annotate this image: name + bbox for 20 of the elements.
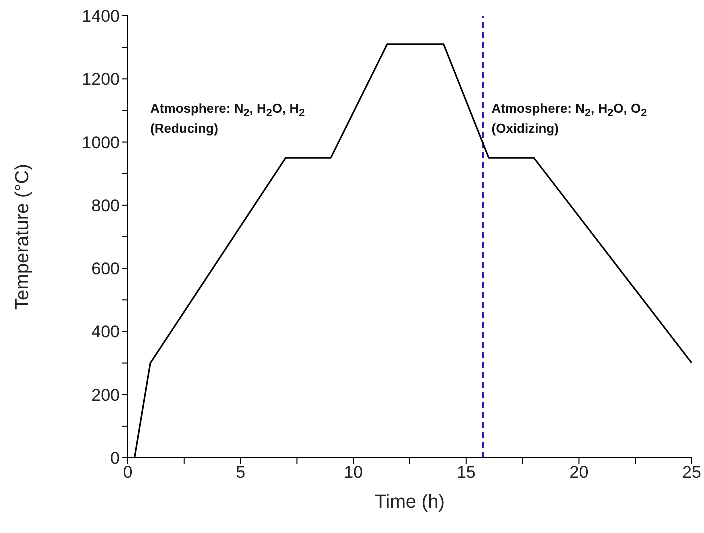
- x-tick-label: 5: [236, 463, 246, 482]
- x-tick-label: 20: [570, 463, 589, 482]
- y-tick-label: 0: [110, 449, 120, 468]
- y-tick-label: 1400: [82, 7, 120, 26]
- y-axis-title: Temperature (°C): [12, 164, 34, 310]
- x-tick-label: 10: [344, 463, 364, 482]
- annotation: Atmosphere: N$_{2}$, H$_{2}$O, O$_{2}$: [492, 100, 648, 122]
- y-tick-label: 600: [92, 260, 120, 279]
- x-tick-label: 15: [456, 463, 476, 482]
- x-tick-label: 0: [123, 463, 133, 482]
- annotation: (Oxidizing): [492, 120, 559, 138]
- y-tick-label: 1200: [82, 70, 120, 90]
- x-axis-title: Time (h): [374, 492, 446, 513]
- annotation: (Reducing): [150, 120, 218, 138]
- annotation: Atmosphere: N$_{2}$, H$_{2}$O, H$_{2}$: [150, 100, 306, 122]
- y-tick-label: 800: [92, 196, 120, 216]
- y-tick-label: 400: [92, 322, 120, 342]
- y-tick-label: 1000: [82, 133, 120, 152]
- x-tick-label: 25: [682, 463, 702, 482]
- y-tick-label: 200: [92, 386, 120, 405]
